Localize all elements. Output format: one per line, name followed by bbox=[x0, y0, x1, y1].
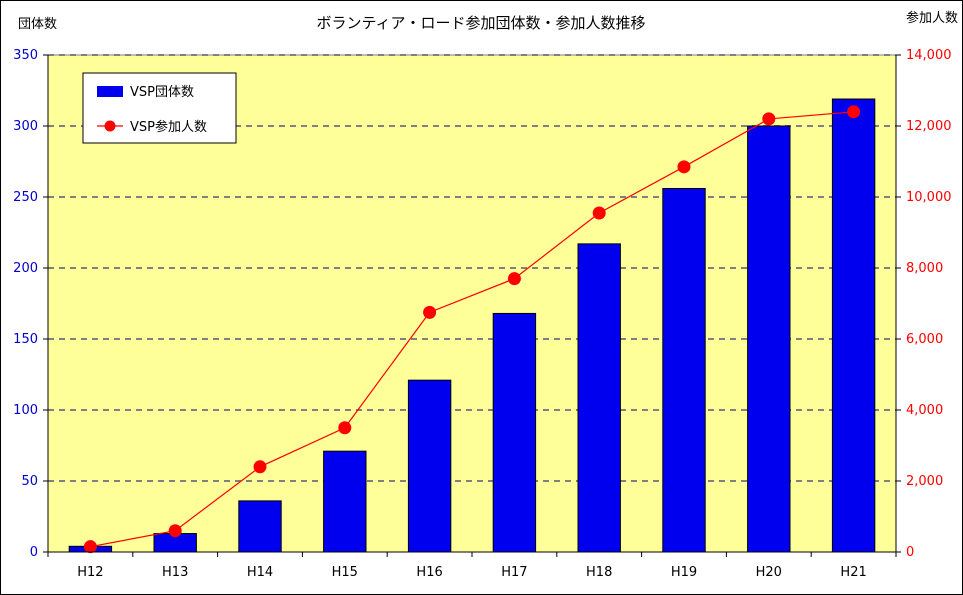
axes: 0 50 100 150 200 250 300 350 0 2,000 4,000 6,000 8,0… bbox=[13, 48, 951, 580]
point-H21 bbox=[847, 105, 861, 119]
right-tick-label: 0 bbox=[906, 545, 914, 560]
point-H18 bbox=[592, 206, 606, 220]
point-H16 bbox=[423, 305, 437, 319]
bar-H16 bbox=[407, 379, 452, 553]
point-H12 bbox=[83, 540, 97, 554]
point-H20 bbox=[762, 112, 776, 126]
legend-label-participants: VSP参加人数 bbox=[130, 119, 207, 135]
point-H17 bbox=[507, 272, 521, 286]
legend-bar-swatch bbox=[97, 86, 123, 97]
left-tick-label: 250 bbox=[13, 190, 38, 205]
left-tick-label: 300 bbox=[13, 119, 38, 134]
left-axis-title: 団体数 bbox=[18, 17, 57, 32]
bar-H18 bbox=[577, 243, 621, 553]
line-series bbox=[83, 105, 861, 554]
left-tick-label: 350 bbox=[13, 48, 38, 63]
legend-box bbox=[82, 72, 237, 144]
legend-label-groups: VSP団体数 bbox=[130, 85, 194, 100]
bar-series bbox=[68, 98, 876, 553]
x-tick-label: H13 bbox=[162, 565, 188, 580]
left-tick-label: 50 bbox=[21, 474, 38, 489]
right-tick-label: 14,000 bbox=[906, 48, 952, 63]
x-tick-label: H16 bbox=[416, 565, 442, 580]
left-tick-label: 150 bbox=[13, 332, 38, 347]
point-H19 bbox=[677, 160, 691, 174]
point-H15 bbox=[338, 421, 352, 435]
x-tick-label: H20 bbox=[756, 565, 782, 580]
right-tick-label: 6,000 bbox=[906, 332, 943, 347]
legend-line-marker bbox=[104, 120, 116, 132]
bar-H20 bbox=[747, 125, 791, 553]
left-tick-label: 100 bbox=[13, 403, 38, 418]
point-H13 bbox=[168, 524, 182, 538]
right-tick-label: 12,000 bbox=[906, 119, 952, 134]
x-tick-label: H21 bbox=[840, 565, 866, 580]
right-tick-label: 4,000 bbox=[906, 403, 943, 418]
x-tick-label: H14 bbox=[247, 565, 273, 580]
right-tick-label: 10,000 bbox=[906, 190, 952, 205]
x-tick-label: H17 bbox=[501, 565, 527, 580]
right-tick-label: 2,000 bbox=[906, 474, 943, 489]
legend: VSP団体数 VSP参加人数 bbox=[82, 72, 237, 144]
participants-line bbox=[90, 111, 854, 548]
bar-H19 bbox=[662, 187, 706, 553]
left-tick-label: 200 bbox=[13, 261, 38, 276]
right-axis-title: 参加人数 bbox=[906, 10, 958, 26]
bar-H14 bbox=[238, 500, 282, 553]
right-tick-label: 8,000 bbox=[906, 261, 943, 276]
left-tick-label: 0 bbox=[30, 545, 38, 560]
bar-H21 bbox=[831, 98, 876, 553]
bar-H17 bbox=[492, 312, 537, 553]
x-tick-label: H15 bbox=[332, 565, 358, 580]
x-tick-label: H12 bbox=[77, 565, 103, 580]
chart-title: ボランティア・ロード参加団体数・参加人数推移 bbox=[316, 14, 645, 32]
point-H14 bbox=[253, 460, 267, 474]
x-tick-label: H18 bbox=[586, 565, 612, 580]
x-tick-label: H19 bbox=[671, 565, 697, 580]
bar-H15 bbox=[323, 450, 367, 553]
